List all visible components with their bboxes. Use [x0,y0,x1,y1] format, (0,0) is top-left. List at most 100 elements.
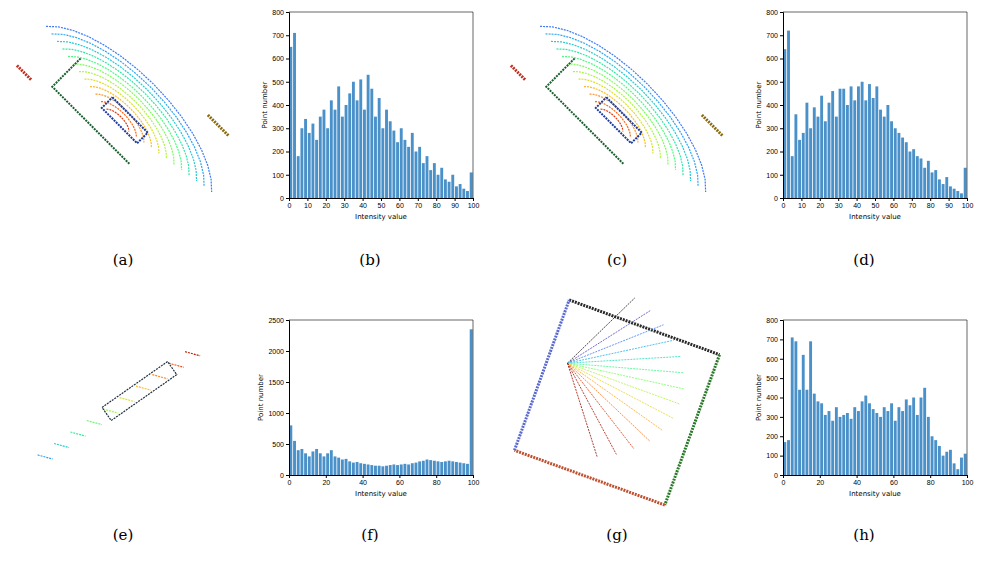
y-axis: 0100200300400500600700800 [766,317,783,479]
histogram [289,33,472,198]
bar [931,436,934,475]
axis-line [780,13,784,199]
bar [953,189,956,198]
tick-label: 10 [798,202,806,209]
bar [315,449,318,475]
tick: 0 [782,198,786,209]
bar [916,415,919,475]
tick: 80 [433,198,441,209]
tick-mark [286,128,289,129]
tick-label: 60 [890,202,898,209]
frame [783,12,967,13]
tick-mark [286,175,289,176]
tick-label: 300 [766,414,778,421]
tick-mark [893,475,894,478]
tick: 600 [766,355,783,362]
tick: 20 [816,475,824,486]
axis-title: Point number [755,374,763,421]
panel-label: (a) [113,251,134,269]
bar [297,156,300,198]
tick-label: 80 [927,202,935,209]
tick-label: 1500 [268,379,284,386]
bar [433,461,436,475]
point-stroke [511,66,525,80]
tick: 80 [433,475,441,486]
tick: 40 [359,475,367,486]
tick-mark [286,152,289,153]
bar [411,463,414,475]
tick-label: 2500 [268,317,284,324]
bar [886,105,889,198]
frame [783,320,967,321]
bar [817,401,820,475]
tick: 10 [798,198,806,209]
tick-mark [473,475,474,478]
axis-title: Point number [261,81,269,128]
axis-title: Point number [755,81,763,128]
tick-mark [930,475,931,478]
bar [828,411,831,475]
tick: 50 [872,198,880,209]
axis-line [784,199,968,202]
bar [337,458,340,475]
tick-label: 600 [766,355,778,362]
bar [345,105,348,198]
bar [370,89,373,198]
panel-label: (e) [113,526,134,544]
point-stroke [63,49,190,176]
bar [835,407,838,475]
bar [418,461,421,475]
bar [381,466,384,475]
tick-mark [780,339,783,340]
tick-label: 0 [782,202,786,209]
tick-mark [399,198,400,201]
panel-label: (b) [359,251,380,269]
tick-mark [286,351,289,352]
point-stroke [52,34,205,187]
tick: 60 [396,475,404,486]
bar [894,128,897,198]
bar [311,451,314,475]
axis-title: Point number [257,374,265,421]
bar [905,142,908,198]
tick-label: 100 [962,479,974,486]
bar [872,98,875,198]
bar [356,100,359,198]
point-stroke [102,97,148,143]
bar [378,466,381,475]
bar [956,191,959,198]
tick: 20 [322,198,330,209]
point-cloud [17,26,229,192]
bar [864,100,867,198]
tick: 60 [890,475,898,486]
bar [470,329,473,475]
tick-label: 800 [272,9,284,16]
bars [289,33,472,198]
tick-mark [780,12,783,13]
bar [846,105,849,198]
tick-label: 100 [272,171,284,178]
axis-line [784,476,968,479]
bar [334,110,337,198]
bar [960,458,963,475]
tick-label: 20 [322,479,330,486]
bar [934,440,937,475]
tick-label: 70 [908,202,916,209]
point-cloud [514,298,719,505]
bar [868,403,871,475]
bar [426,156,429,198]
bar [953,463,956,475]
bar [897,133,900,198]
tick-mark [286,475,289,476]
bar [853,100,856,198]
tick-label: 0 [280,472,284,479]
tick-label: 40 [359,479,367,486]
bar [791,156,794,198]
tick-label: 60 [396,479,404,486]
point-stroke [596,97,642,143]
tick-label: 10 [304,202,312,209]
bar [415,463,418,475]
tick-mark [780,436,783,437]
bar [356,462,359,475]
tick-mark [780,398,783,399]
